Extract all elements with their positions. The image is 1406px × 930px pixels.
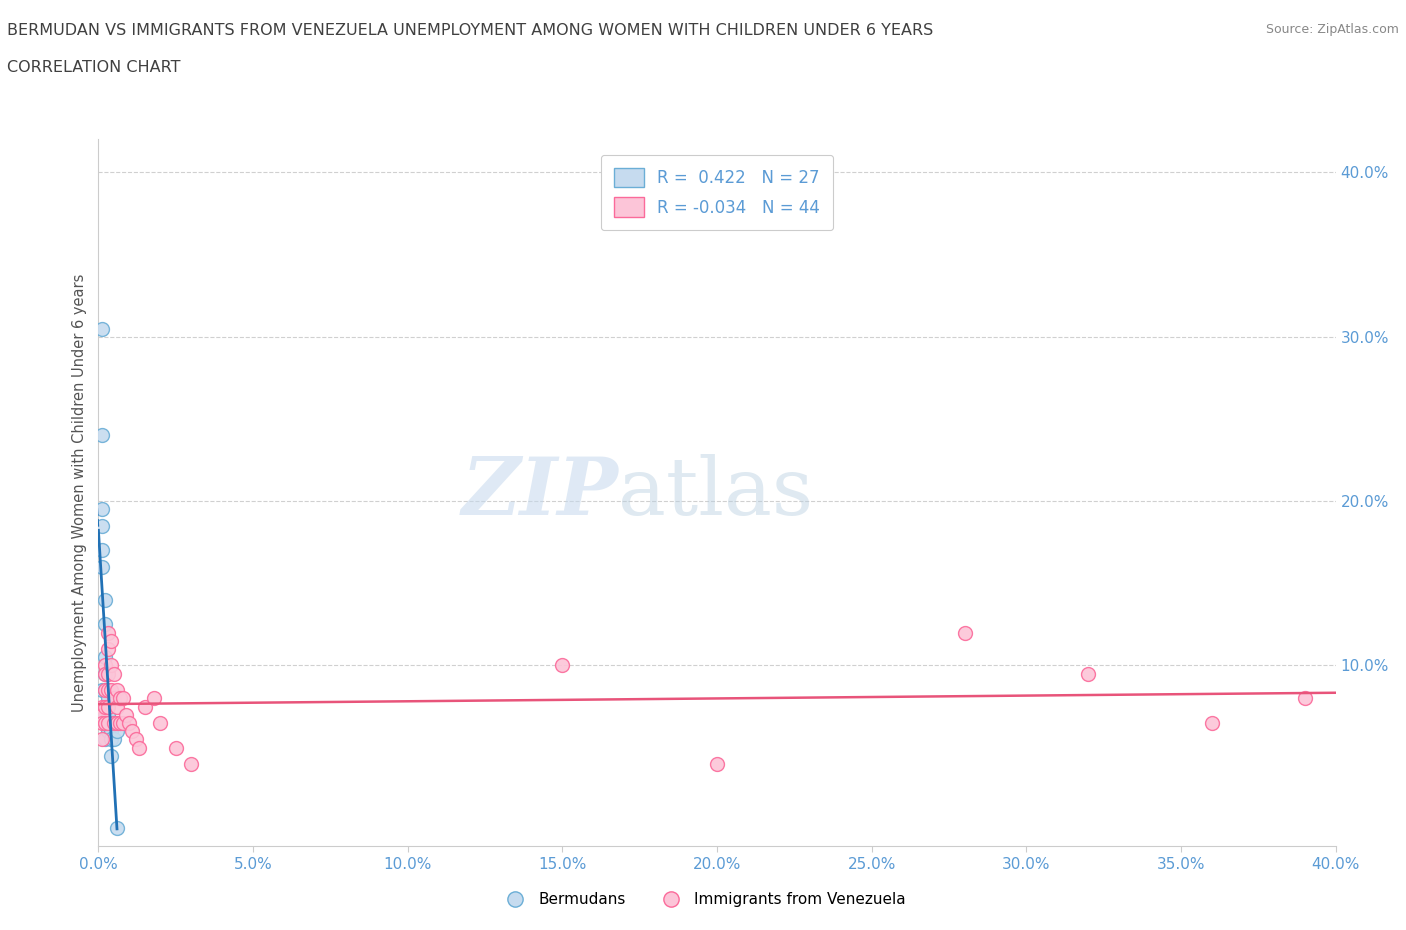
Point	[93, 683, 115, 698]
Point	[100, 683, 122, 698]
Point	[93, 666, 115, 681]
Point	[103, 691, 125, 706]
Point	[105, 683, 128, 698]
Point	[90, 518, 112, 533]
Point	[100, 732, 122, 747]
Point	[97, 708, 120, 723]
Point	[103, 715, 125, 730]
Point	[90, 321, 112, 336]
Point	[706, 757, 728, 772]
Y-axis label: Unemployment Among Women with Children Under 6 years: Unemployment Among Women with Children U…	[72, 273, 87, 712]
Point	[97, 691, 120, 706]
Point	[97, 699, 120, 714]
Point	[149, 715, 172, 730]
Point	[134, 699, 156, 714]
Point	[112, 691, 135, 706]
Point	[108, 691, 131, 706]
Point	[165, 740, 187, 755]
Point	[90, 560, 112, 575]
Point	[93, 699, 115, 714]
Point	[103, 715, 125, 730]
Point	[124, 732, 146, 747]
Text: Source: ZipAtlas.com: Source: ZipAtlas.com	[1265, 23, 1399, 36]
Point	[90, 732, 112, 747]
Point	[105, 715, 128, 730]
Point	[93, 732, 115, 747]
Point	[90, 428, 112, 443]
Point	[551, 658, 574, 673]
Point	[1201, 715, 1223, 730]
Legend: R =  0.422   N = 27, R = -0.034   N = 44: R = 0.422 N = 27, R = -0.034 N = 44	[600, 155, 834, 230]
Point	[90, 502, 112, 517]
Point	[100, 749, 122, 764]
Point	[103, 666, 125, 681]
Point	[143, 691, 166, 706]
Point	[100, 724, 122, 738]
Point	[93, 592, 115, 607]
Point	[93, 708, 115, 723]
Point	[97, 666, 120, 681]
Point	[97, 683, 120, 698]
Point	[180, 757, 202, 772]
Point	[90, 715, 112, 730]
Point	[93, 617, 115, 631]
Point	[128, 740, 150, 755]
Point	[105, 821, 128, 836]
Point	[105, 724, 128, 738]
Text: CORRELATION CHART: CORRELATION CHART	[7, 60, 180, 75]
Point	[953, 625, 976, 640]
Point	[97, 724, 120, 738]
Point	[115, 708, 138, 723]
Point	[93, 650, 115, 665]
Point	[100, 658, 122, 673]
Point	[93, 658, 115, 673]
Point	[118, 715, 141, 730]
Point	[90, 699, 112, 714]
Point	[100, 633, 122, 648]
Point	[97, 642, 120, 657]
Text: ZIP: ZIP	[461, 454, 619, 532]
Legend: Bermudans, Immigrants from Venezuela: Bermudans, Immigrants from Venezuela	[494, 886, 912, 913]
Point	[90, 708, 112, 723]
Text: atlas: atlas	[619, 454, 813, 532]
Point	[93, 699, 115, 714]
Text: BERMUDAN VS IMMIGRANTS FROM VENEZUELA UNEMPLOYMENT AMONG WOMEN WITH CHILDREN UND: BERMUDAN VS IMMIGRANTS FROM VENEZUELA UN…	[7, 23, 934, 38]
Point	[97, 715, 120, 730]
Point	[93, 715, 115, 730]
Point	[90, 683, 112, 698]
Point	[97, 715, 120, 730]
Point	[90, 543, 112, 558]
Point	[93, 683, 115, 698]
Point	[105, 699, 128, 714]
Point	[97, 625, 120, 640]
Point	[112, 715, 135, 730]
Point	[103, 732, 125, 747]
Point	[93, 715, 115, 730]
Point	[1294, 691, 1316, 706]
Point	[108, 715, 131, 730]
Point	[1077, 666, 1099, 681]
Point	[121, 724, 143, 738]
Point	[93, 666, 115, 681]
